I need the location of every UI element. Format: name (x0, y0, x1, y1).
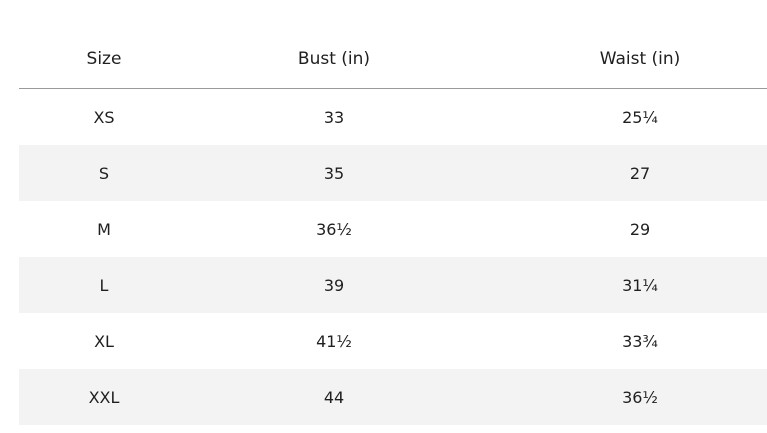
table-cell: 33¾ (622, 331, 658, 351)
table-row: M 36½ 29 (19, 201, 767, 257)
table-cell: 31¼ (622, 275, 658, 295)
table-row: XS 33 25¼ (19, 89, 767, 145)
header-cell: Waist (in) (599, 49, 681, 69)
table-cell: 29 (629, 219, 651, 239)
header-row: Size Bust (in) Waist (in) (19, 30, 767, 89)
table-cell: 44 (323, 387, 345, 407)
header-cell: Bust (in) (297, 49, 371, 69)
table-cell: L (99, 275, 109, 295)
table-cell: 39 (323, 275, 345, 295)
table-row: L 39 31¼ (19, 257, 767, 313)
table-row: XXL 44 36½ (19, 369, 767, 425)
table-cell: 25¼ (622, 107, 658, 127)
table-cell: 33 (323, 107, 345, 127)
table-cell: M (97, 219, 111, 239)
table-row: S 35 27 (19, 145, 767, 201)
table-row: XL 41½ 33¾ (19, 313, 767, 369)
table-cell: S (98, 163, 110, 183)
table-cell: 35 (323, 163, 345, 183)
table-cell: 36½ (622, 387, 658, 407)
header-cell: Size (86, 49, 122, 69)
table-cell: 36½ (316, 219, 352, 239)
table-cell: XXL (88, 387, 120, 407)
table-cell: 27 (629, 163, 651, 183)
table-cell: XL (94, 331, 114, 351)
table-cell: 41½ (316, 331, 352, 351)
size-table: Size Bust (in) Waist (in) XS 33 25¼ S 35 27 M 36½ 2… (19, 30, 767, 425)
table-cell: XS (93, 107, 115, 127)
